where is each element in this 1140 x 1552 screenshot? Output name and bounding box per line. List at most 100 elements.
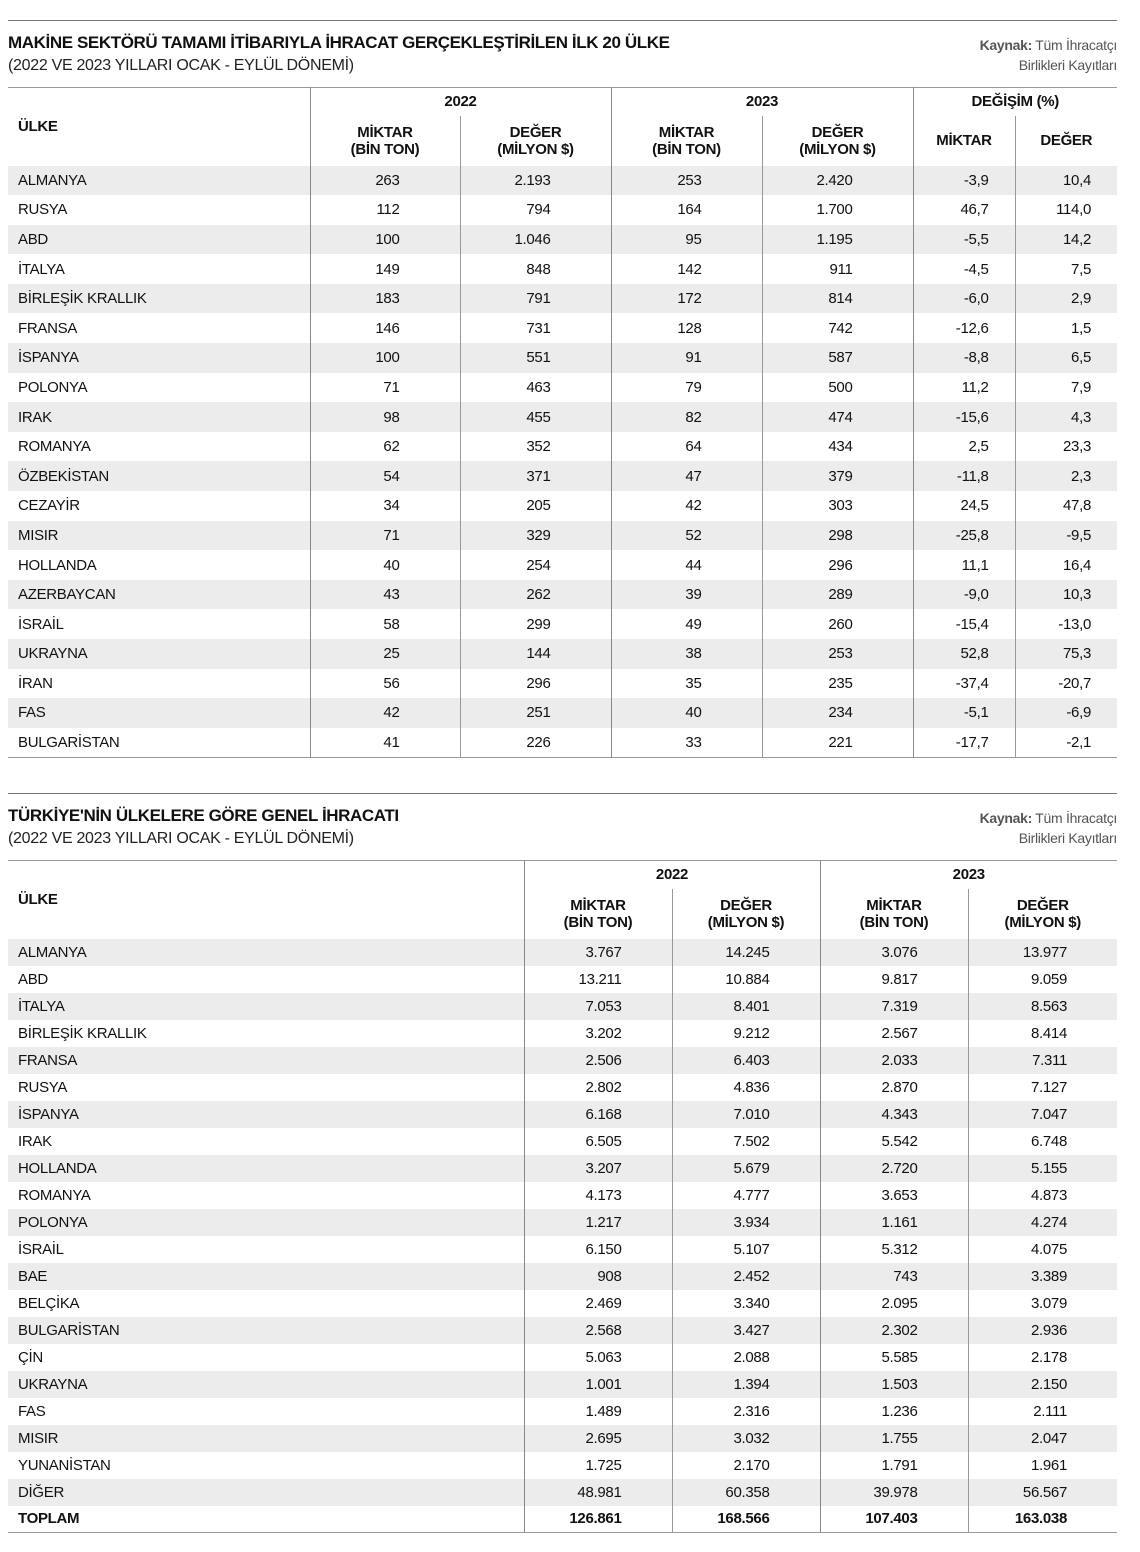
country-cell: IRAK xyxy=(18,1132,52,1150)
value-cell: 2.150 xyxy=(967,1370,1117,1398)
table-row: FRANSA 146 731 128 742 -12,6 1,5 xyxy=(8,313,1117,344)
value-cell: 39.978 xyxy=(819,1478,968,1506)
value-cell: 146 xyxy=(309,313,460,344)
table-row: BELÇİKA 2.469 3.340 2.095 3.079 xyxy=(8,1289,1117,1317)
table-row: İSPANYA 100 551 91 587 -8,8 6,5 xyxy=(8,343,1117,373)
table-row: UKRAYNA 25 144 38 253 52,8 75,3 xyxy=(8,639,1117,669)
value-cell: 6.150 xyxy=(523,1235,672,1263)
source-label: Kaynak: xyxy=(979,37,1033,53)
value-cell: 7.010 xyxy=(671,1100,820,1128)
value-cell: 163.038 xyxy=(967,1505,1117,1533)
country-cell: İSPANYA xyxy=(8,343,310,373)
value-cell: 2.170 xyxy=(671,1451,820,1479)
value-cell: 54 xyxy=(309,461,460,492)
value-cell: 5.312 xyxy=(819,1235,968,1263)
table-row: İRAN 56 296 35 235 -37,4 -20,7 xyxy=(8,668,1117,699)
value-cell: 52 xyxy=(610,520,762,551)
country-cell: FRANSA xyxy=(18,319,78,337)
table-row: MISIR 2.695 3.032 1.755 2.047 xyxy=(8,1424,1117,1452)
country-cell: BELÇİKA xyxy=(18,1294,80,1312)
value-cell: 164 xyxy=(610,195,762,225)
value-cell: 371 xyxy=(459,461,611,492)
country-cell: ÇİN xyxy=(18,1348,43,1366)
value-cell: 60.358 xyxy=(671,1478,820,1506)
source-text: Birlikleri Kayıtları xyxy=(1018,57,1118,73)
table-row: BAE 908 2.452 743 3.389 xyxy=(8,1262,1117,1290)
country-cell: FRANSA xyxy=(8,1046,524,1074)
value-cell: 41 xyxy=(309,727,460,758)
value-cell: 46,7 xyxy=(912,195,1015,225)
value-cell: 79 xyxy=(610,372,762,403)
header-year-2023: 2023 xyxy=(610,87,913,116)
value-cell: 1.195 xyxy=(761,224,913,255)
table-row: UKRAYNA 1.001 1.394 1.503 2.150 xyxy=(8,1370,1117,1398)
value-cell: 3.389 xyxy=(967,1262,1117,1290)
country-cell: YUNANİSTAN xyxy=(18,1456,111,1474)
value-cell: 183 xyxy=(309,283,460,314)
value-cell: 6.168 xyxy=(523,1100,672,1128)
value-cell: 455 xyxy=(459,402,611,432)
value-cell: 2.506 xyxy=(523,1046,672,1074)
header-miktar: MİKTAR (BİN TON) xyxy=(523,888,672,939)
country-cell: AZERBAYCAN xyxy=(8,579,310,610)
value-cell: 4,3 xyxy=(1014,402,1117,432)
table-row: İTALYA 7.053 8.401 7.319 8.563 xyxy=(8,992,1117,1020)
table-row: POLONYA 1.217 3.934 1.161 4.274 xyxy=(8,1208,1117,1236)
source-text: Tüm İhracatçı xyxy=(1031,37,1117,53)
table2-title: TÜRKİYE'NİN ÜLKELERE GÖRE GENEL İHRACATI xyxy=(8,806,399,825)
country-cell: ÖZBEKİSTAN xyxy=(8,461,310,492)
country-cell: UKRAYNA xyxy=(8,1370,524,1398)
header-miktar: MİKTAR (BİN TON) xyxy=(309,115,460,166)
value-cell: -17,7 xyxy=(912,727,1015,758)
value-cell: 4.873 xyxy=(967,1181,1117,1209)
country-cell: RUSYA xyxy=(18,1078,68,1096)
value-cell: -4,5 xyxy=(912,254,1015,284)
table1-subtitle: (2022 VE 2023 YILLARI OCAK - EYLÜL DÖNEM… xyxy=(8,57,354,74)
value-cell: 3.032 xyxy=(671,1424,820,1452)
table-row: HOLLANDA 40 254 44 296 11,1 16,4 xyxy=(8,550,1117,580)
value-cell: 13.977 xyxy=(967,938,1117,966)
value-cell: 234 xyxy=(761,698,913,728)
value-cell: 2.420 xyxy=(761,165,913,196)
country-cell: ABD xyxy=(18,970,48,988)
value-cell: 463 xyxy=(459,372,611,403)
table-row: İSRAİL 58 299 49 260 -15,4 -13,0 xyxy=(8,609,1117,639)
value-cell: 42 xyxy=(309,698,460,728)
value-cell: 379 xyxy=(761,461,913,492)
value-cell: 6.403 xyxy=(671,1046,820,1074)
country-cell: HOLLANDA xyxy=(8,1154,524,1182)
country-cell: CEZAYİR xyxy=(18,497,80,515)
header-change-miktar: MİKTAR xyxy=(912,115,1015,166)
value-cell: 253 xyxy=(761,639,913,669)
value-cell: 8.401 xyxy=(671,992,820,1020)
table-row: ROMANYA 62 352 64 434 2,5 23,3 xyxy=(8,431,1117,462)
source-text: Tüm İhracatçı xyxy=(1031,810,1117,826)
value-cell: 1.503 xyxy=(819,1370,968,1398)
value-cell: 35 xyxy=(610,668,762,699)
country-cell: TOPLAM xyxy=(18,1510,80,1528)
value-cell: 4.075 xyxy=(967,1235,1117,1263)
table-row: BULGARİSTAN 2.568 3.427 2.302 2.936 xyxy=(8,1316,1117,1344)
table-row: RUSYA 2.802 4.836 2.870 7.127 xyxy=(8,1073,1117,1101)
value-cell: 3.767 xyxy=(523,938,672,966)
table-row: FAS 42 251 40 234 -5,1 -6,9 xyxy=(8,698,1117,728)
value-cell: 3.076 xyxy=(819,938,968,966)
source-label: Kaynak: xyxy=(979,810,1033,826)
value-cell: 11,1 xyxy=(912,550,1015,580)
value-cell: 11,2 xyxy=(912,372,1015,403)
value-cell: -13,0 xyxy=(1014,609,1117,639)
value-cell: 2.095 xyxy=(819,1289,968,1317)
value-cell: 1.046 xyxy=(459,224,611,255)
value-cell: 299 xyxy=(459,609,611,639)
table-row: ÖZBEKİSTAN 54 371 47 379 -11,8 2,3 xyxy=(8,461,1117,492)
value-cell: 251 xyxy=(459,698,611,728)
value-cell: 14.245 xyxy=(671,938,820,966)
table-row: YUNANİSTAN 1.725 2.170 1.791 1.961 xyxy=(8,1451,1117,1479)
value-cell: 2.033 xyxy=(819,1046,968,1074)
country-cell: BİRLEŞİK KRALLIK xyxy=(18,1024,147,1042)
header-deger: DEĞER (MİLYON $) xyxy=(967,888,1117,939)
value-cell: 226 xyxy=(459,727,611,758)
divider xyxy=(8,793,1117,794)
value-cell: 62 xyxy=(309,431,460,462)
table2-source: Kaynak: Tüm İhracatçı Birlikleri Kayıtlar… xyxy=(979,808,1118,848)
